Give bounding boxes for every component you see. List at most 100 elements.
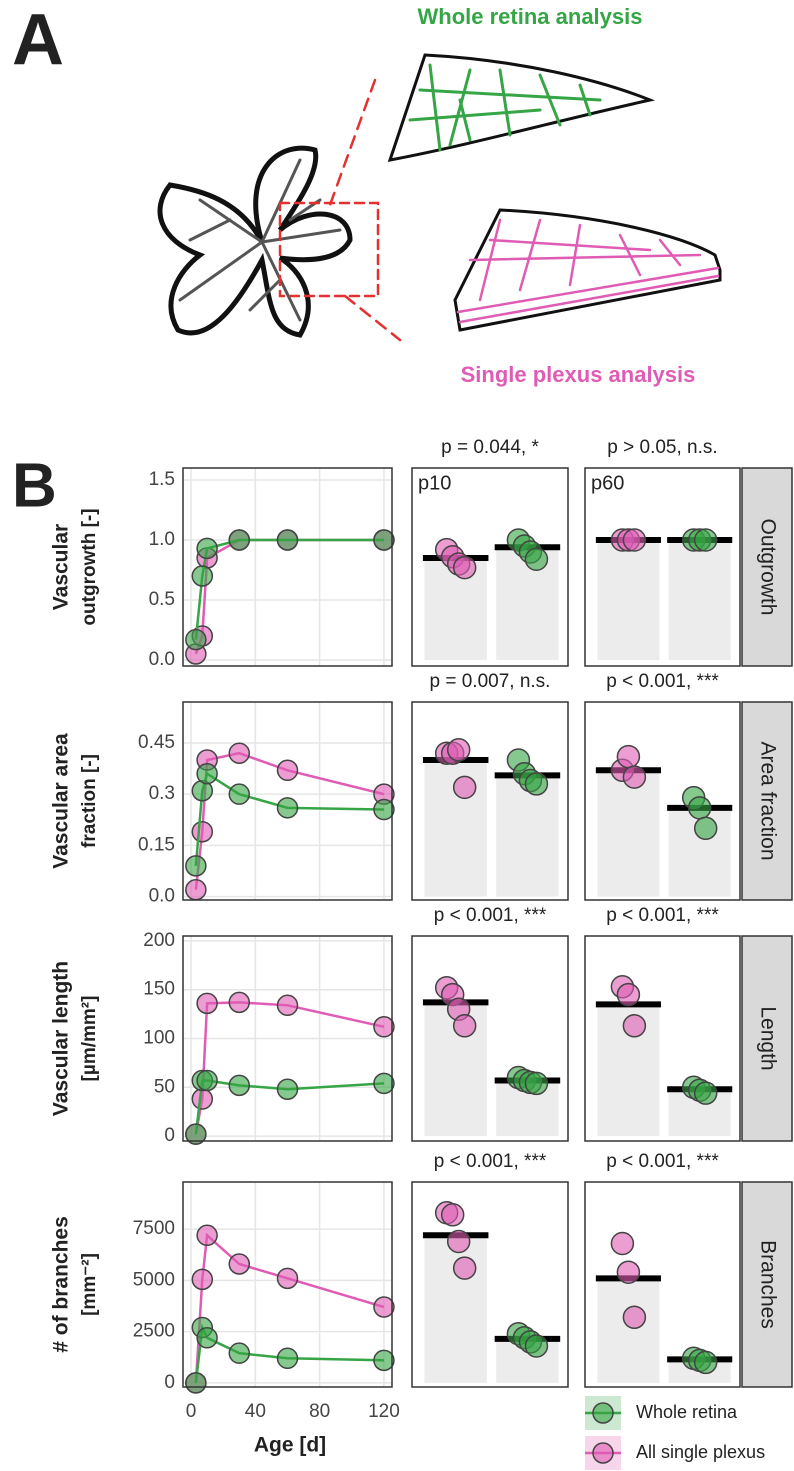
data-point (185, 1123, 207, 1145)
data-point (228, 783, 251, 805)
data-point (185, 628, 207, 651)
p-value: p < 0.001, *** (606, 1151, 719, 1172)
timepoint-label: p10 (418, 472, 451, 494)
data-point (693, 528, 718, 552)
data-point (185, 1372, 207, 1394)
y-tick-label: 7500 (133, 1218, 175, 1239)
mean-bar (597, 540, 660, 660)
panel-label: B (12, 451, 57, 520)
data-point (616, 744, 641, 769)
data-point (276, 1347, 299, 1370)
data-point (452, 1256, 477, 1280)
series-line (194, 1232, 385, 1383)
data-point (373, 1072, 395, 1095)
p-value: p < 0.001, *** (434, 1151, 547, 1172)
y-tick-label: 0.0 (149, 886, 175, 907)
data-point (440, 1203, 465, 1227)
data-point (191, 565, 214, 587)
data-point (276, 1078, 299, 1101)
data-point (276, 797, 299, 819)
data-point (191, 1088, 214, 1110)
data-point (228, 1074, 251, 1097)
y-tick-label: 0.45 (138, 732, 175, 753)
data-point (693, 816, 718, 841)
y-tick-label: 0 (164, 1372, 175, 1393)
mean-bar (424, 1235, 487, 1383)
x-tick-label: 0 (186, 1401, 197, 1422)
data-point (622, 765, 647, 789)
y-tick-label: 1.5 (149, 469, 175, 490)
mean-bar (597, 1278, 660, 1383)
y-tick-label: 50 (154, 1076, 175, 1097)
p-value: p < 0.001, *** (606, 905, 719, 926)
facet-label: Branches (756, 1240, 779, 1329)
data-point (185, 855, 207, 877)
data-point (228, 742, 251, 764)
x-tick-label: 80 (309, 1401, 330, 1422)
p-value: p = 0.044, * (441, 437, 539, 458)
y-axis-label: Vascular length (50, 961, 73, 1116)
facet-strip (741, 467, 793, 667)
data-point (446, 738, 471, 762)
legend-label: Whole retina (636, 1402, 738, 1422)
y-tick-label: 2500 (133, 1321, 175, 1342)
y-tick-label: 150 (143, 979, 175, 1000)
data-point (191, 820, 214, 843)
panel-border (182, 701, 393, 901)
data-point (524, 1071, 549, 1096)
y-axis-label: outgrowth [-] (79, 508, 100, 625)
facet-strip (741, 935, 793, 1142)
data-point (616, 982, 641, 1007)
facet-strip (741, 1181, 793, 1388)
y-tick-label: 0.0 (149, 649, 175, 670)
data-point (524, 772, 549, 796)
data-point (373, 1349, 395, 1372)
data-point (524, 1334, 549, 1358)
data-point (185, 879, 207, 901)
data-point (196, 992, 218, 1015)
data-point (452, 555, 477, 580)
x-axis-label: Age [d] (254, 1434, 326, 1457)
y-axis-label: [mm⁻²] (79, 1253, 100, 1316)
data-point (191, 1268, 214, 1291)
data-point (276, 759, 299, 782)
p-value: p < 0.001, *** (606, 671, 719, 692)
retina-illustration (157, 53, 722, 342)
data-point (196, 1069, 218, 1092)
facet-strip (741, 701, 793, 901)
data-point (373, 1016, 395, 1038)
x-tick-label: 40 (245, 1401, 266, 1422)
facet-label: Area fraction (756, 741, 779, 860)
data-point (373, 529, 395, 551)
data-point (452, 775, 477, 800)
data-point (452, 1014, 477, 1038)
data-point (196, 762, 218, 785)
data-point (276, 1267, 299, 1290)
y-axis-label: Vascular area (50, 733, 73, 869)
data-point (196, 1327, 218, 1349)
mean-bar (496, 775, 559, 897)
y-tick-label: 0 (164, 1125, 175, 1146)
panel-border (182, 467, 393, 667)
x-tick-label: 120 (368, 1401, 400, 1422)
data-point (196, 537, 218, 560)
legend-point (592, 1402, 614, 1424)
mean-bar (668, 540, 731, 660)
data-point (524, 547, 549, 571)
data-point (228, 529, 251, 551)
data-point (228, 1253, 251, 1275)
data-point (693, 1350, 718, 1375)
data-point (373, 1296, 395, 1318)
data-point (373, 798, 395, 821)
data-point (622, 528, 647, 552)
p-value: p > 0.05, n.s. (607, 437, 717, 458)
y-tick-label: 1.0 (149, 529, 175, 550)
y-tick-label: 0.3 (149, 783, 175, 804)
data-point (276, 994, 299, 1017)
y-tick-label: 0.5 (149, 589, 175, 610)
p-value: p < 0.001, *** (434, 905, 547, 926)
y-tick-label: 0.15 (138, 834, 175, 855)
data-point (610, 1231, 635, 1256)
data-point (622, 1305, 647, 1330)
